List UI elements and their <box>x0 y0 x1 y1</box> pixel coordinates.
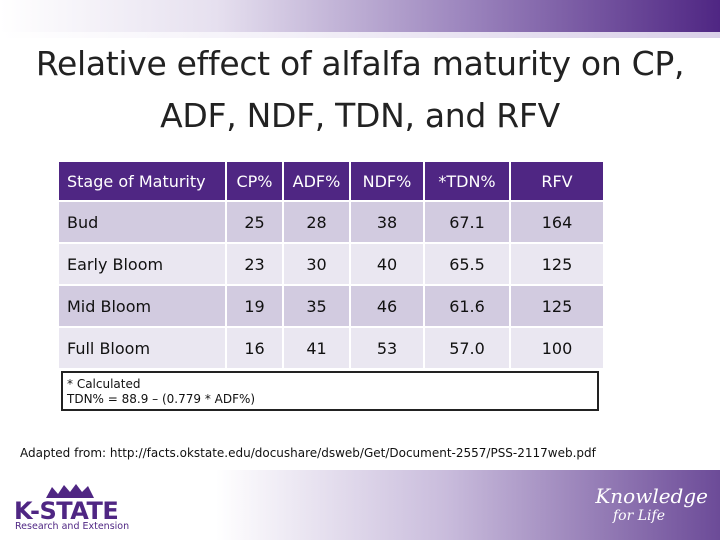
table-row: Bud 25 28 38 67.1 164 <box>57 200 605 244</box>
cell-tdn: 67.1 <box>423 200 511 244</box>
brand-line-2: for Life <box>613 508 665 524</box>
cell-cp: 23 <box>225 242 284 286</box>
table-header-row: Stage of Maturity CP% ADF% NDF% *TDN% RF… <box>57 160 605 202</box>
knowledge-for-life-mark: Knowledge for Life <box>588 484 708 530</box>
maturity-table: Stage of Maturity CP% ADF% NDF% *TDN% RF… <box>57 160 605 370</box>
header-stage: Stage of Maturity <box>57 160 227 202</box>
wildcat-icon <box>46 484 94 498</box>
cell-adf: 30 <box>282 242 351 286</box>
cell-rfv: 125 <box>509 242 605 286</box>
cell-cp: 25 <box>225 200 284 244</box>
header-cp: CP% <box>225 160 284 202</box>
header-ndf: NDF% <box>349 160 425 202</box>
note-line-2: TDN% = 88.9 – (0.779 * ADF%) <box>67 392 256 406</box>
cell-cp: 19 <box>225 284 284 328</box>
header-gradient-accent <box>0 32 720 38</box>
source-citation: Adapted from: http://facts.okstate.edu/d… <box>20 446 596 460</box>
cell-ndf: 40 <box>349 242 425 286</box>
table-row: Mid Bloom 19 35 46 61.6 125 <box>57 284 605 328</box>
footer-gradient-bar <box>0 470 720 540</box>
table-row: Full Bloom 16 41 53 57.0 100 <box>57 326 605 370</box>
cell-tdn: 61.6 <box>423 284 511 328</box>
cell-ndf: 53 <box>349 326 425 370</box>
logo-wordmark: K-STATE <box>14 497 119 525</box>
kstate-logo: K-STATE Research and Extension <box>14 483 134 533</box>
slide-title: Relative effect of alfalfa maturity on C… <box>35 44 685 135</box>
header-gradient-bar <box>0 0 720 32</box>
cell-ndf: 46 <box>349 284 425 328</box>
cell-rfv: 100 <box>509 326 605 370</box>
header-adf: ADF% <box>282 160 351 202</box>
header-rfv: RFV <box>509 160 605 202</box>
cell-cp: 16 <box>225 326 284 370</box>
cell-stage: Mid Bloom <box>57 284 227 328</box>
cell-stage: Early Bloom <box>57 242 227 286</box>
cell-rfv: 125 <box>509 284 605 328</box>
cell-stage: Bud <box>57 200 227 244</box>
note-line-1: * Calculated <box>67 377 141 391</box>
header-tdn: *TDN% <box>423 160 511 202</box>
brand-line-1: Knowledge <box>595 484 708 508</box>
cell-rfv: 164 <box>509 200 605 244</box>
cell-tdn: 57.0 <box>423 326 511 370</box>
cell-adf: 41 <box>282 326 351 370</box>
cell-tdn: 65.5 <box>423 242 511 286</box>
logo-subtitle: Research and Extension <box>15 521 130 532</box>
cell-ndf: 38 <box>349 200 425 244</box>
cell-stage: Full Bloom <box>57 326 227 370</box>
calculation-note: * Calculated TDN% = 88.9 – (0.779 * ADF%… <box>61 371 599 411</box>
cell-adf: 28 <box>282 200 351 244</box>
table-row: Early Bloom 23 30 40 65.5 125 <box>57 242 605 286</box>
cell-adf: 35 <box>282 284 351 328</box>
